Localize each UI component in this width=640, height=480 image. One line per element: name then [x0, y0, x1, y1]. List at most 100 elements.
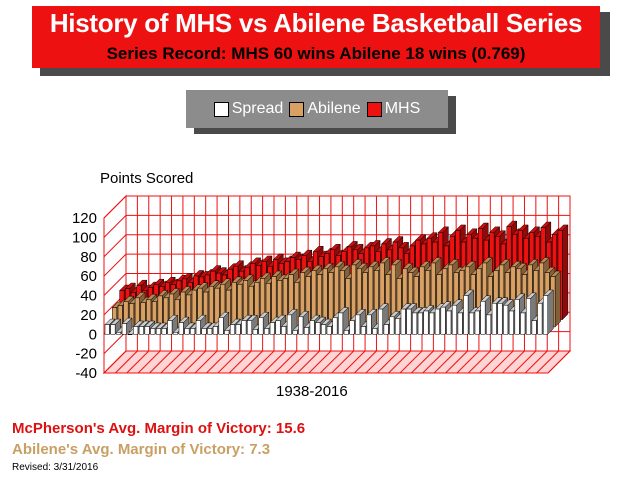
gridline-side [103, 273, 127, 296]
floor-gridline [331, 350, 355, 374]
bar-front [127, 334, 133, 335]
gridline-side [103, 253, 127, 277]
bar-front [497, 303, 503, 335]
bar-front [110, 324, 116, 335]
floor-gridline [354, 350, 377, 374]
bar-front [321, 324, 326, 335]
bar-front [537, 303, 543, 335]
floor-gridline [467, 350, 491, 374]
bar-front [531, 320, 537, 335]
bar-front [389, 316, 395, 335]
gridline-side [103, 331, 127, 354]
chart-floor [102, 350, 572, 374]
bar-front [104, 324, 110, 335]
bar-front [163, 297, 169, 328]
legend: Spread Abilene MHS [186, 90, 448, 128]
floor-gridline [103, 350, 127, 374]
floor-gridline [479, 350, 503, 374]
bar-front [423, 310, 429, 335]
legend-item-abilene: Abilene [289, 100, 361, 118]
bar-front [229, 324, 235, 335]
bar-front [514, 299, 520, 335]
bar-front [332, 317, 338, 335]
bar-spread [542, 289, 554, 335]
chart-title: History of MHS vs Abilene Basketball Ser… [49, 8, 583, 38]
bar-front [338, 312, 344, 335]
bar-side [554, 270, 561, 328]
bar-front [440, 306, 446, 335]
legend-swatch-mhs [366, 101, 382, 117]
bar-front [121, 323, 127, 335]
bar-front [190, 328, 196, 335]
bar-front [281, 326, 287, 335]
y-tick-label: 100 [72, 229, 97, 246]
legend-swatch-spread [213, 101, 229, 117]
floor-gridline [297, 350, 320, 374]
bar-front [150, 328, 156, 335]
bar-front [315, 322, 321, 335]
floor-gridline [456, 350, 480, 374]
floor-gridline [365, 350, 389, 374]
bar-front [201, 328, 207, 335]
floor-gridline [251, 350, 275, 374]
bar-front [224, 330, 230, 335]
y-tick-label: 60 [80, 268, 97, 285]
y-axis-title: Points Scored [100, 170, 194, 187]
bar-front [349, 320, 355, 335]
bar-front [446, 310, 452, 335]
y-tick-label: 20 [80, 307, 97, 324]
abilene-margin-note: Abilene's Avg. Margin of Victory: 7.3 [12, 441, 271, 458]
floor-gridline [388, 350, 411, 374]
legend-item-spread: Spread [213, 100, 284, 118]
bar-side [562, 224, 569, 321]
bar-front [207, 328, 213, 335]
floor-gridline [319, 350, 343, 374]
legend-swatch-abilene [289, 101, 305, 117]
floor-gridline [160, 350, 184, 374]
legend-label-abilene: Abilene [307, 100, 361, 117]
bar-front [269, 322, 275, 335]
bar-front [429, 312, 435, 335]
bar-front [184, 328, 190, 335]
bar-front [372, 328, 378, 335]
floor-gridline [115, 350, 138, 374]
floor-gridline [490, 350, 514, 374]
floor-gridline [137, 350, 161, 374]
bar-front [292, 330, 298, 335]
bar-front [133, 326, 139, 335]
bar-front [520, 312, 526, 335]
gridline-side [103, 215, 127, 238]
floor-gridline [502, 350, 525, 374]
bar-front [298, 316, 304, 335]
bar-front [309, 320, 315, 335]
bar-front [286, 314, 292, 335]
bar-front [212, 326, 218, 335]
floor-gridline [126, 350, 150, 374]
bar-front [508, 310, 514, 335]
floor-gridline [274, 350, 298, 374]
bar-front [138, 326, 144, 335]
bar-front [463, 295, 469, 335]
bar-front [451, 304, 457, 335]
floor-gridline [149, 350, 172, 374]
floor-gridline [376, 350, 400, 374]
bar-front [383, 324, 389, 335]
bar-front [326, 326, 332, 335]
bar-front [173, 332, 178, 335]
legend-label-spread: Spread [231, 100, 284, 117]
legend-label-mhs: MHS [384, 100, 421, 117]
y-tick-label: 120 [72, 210, 97, 227]
floor-gridline [536, 350, 559, 374]
y-tick-label: 0 [89, 326, 97, 343]
y-tick-label: 80 [80, 249, 97, 266]
bar-front [543, 295, 548, 335]
floor-gridline [308, 350, 332, 374]
bar-front [235, 324, 241, 335]
y-tick-label: -20 [75, 346, 97, 363]
bar-front [208, 285, 214, 328]
floor-gridline [206, 350, 229, 374]
bar-front [412, 312, 418, 335]
gridline-side [103, 195, 127, 219]
bar-front [355, 314, 361, 335]
floor-gridline [194, 350, 218, 374]
